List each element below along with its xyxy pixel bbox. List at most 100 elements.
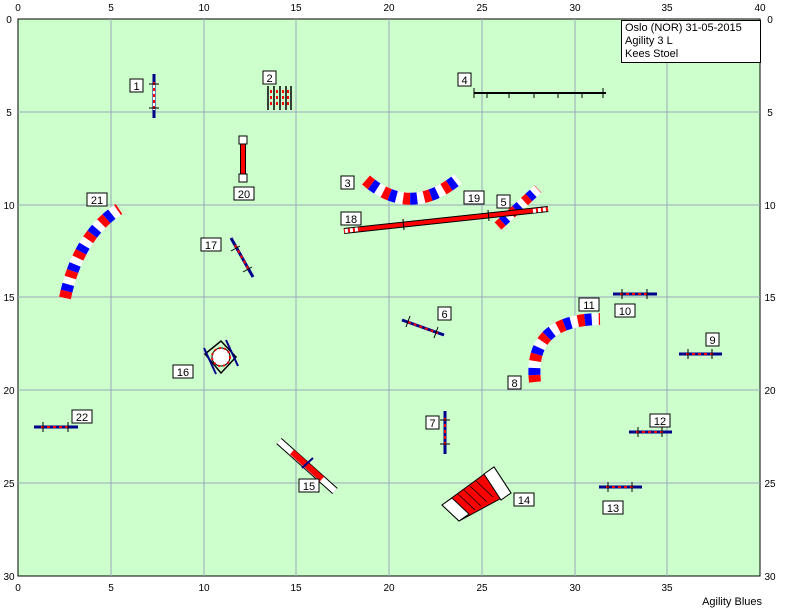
x-tick: 5 bbox=[108, 583, 114, 594]
x-tick: 15 bbox=[290, 3, 302, 14]
label-13-text: 13 bbox=[607, 503, 619, 515]
obstacle-22-jump bbox=[34, 422, 78, 432]
label-2: 2 bbox=[262, 70, 277, 85]
label-18: 18 bbox=[340, 211, 362, 226]
label-3: 3 bbox=[340, 175, 355, 190]
y-tick: 15 bbox=[764, 293, 776, 304]
label-14-text: 14 bbox=[518, 495, 530, 507]
obstacle-1-jump bbox=[149, 74, 159, 118]
x-tick: 35 bbox=[661, 3, 673, 14]
label-5: 5 bbox=[496, 194, 511, 209]
obstacle-16-tyre bbox=[203, 339, 239, 375]
label-2-text: 2 bbox=[266, 73, 272, 85]
label-21-text: 21 bbox=[91, 195, 103, 207]
course-judge: Kees Stoel bbox=[625, 48, 679, 60]
obstacle-4-dogwalk bbox=[473, 88, 606, 98]
obstacle-8-11-tunnel bbox=[528, 313, 601, 383]
label-7-text: 7 bbox=[429, 418, 435, 430]
label-6-text: 6 bbox=[441, 309, 447, 321]
label-9-text: 9 bbox=[709, 335, 715, 347]
obstacle-9-jump bbox=[679, 349, 722, 359]
course-class: Agility 3 L bbox=[625, 35, 673, 47]
y-tick: 5 bbox=[6, 108, 12, 119]
label-17-text: 17 bbox=[205, 240, 217, 252]
label-20-text: 20 bbox=[238, 189, 250, 201]
obstacle-21-tunnel bbox=[59, 203, 123, 300]
y-tick: 5 bbox=[767, 108, 773, 119]
x-axis-bottom: 0 5 10 15 20 25 30 35 bbox=[15, 583, 673, 594]
obstacle-6-jump bbox=[401, 315, 445, 339]
x-tick: 20 bbox=[383, 3, 395, 14]
x-tick: 10 bbox=[198, 583, 210, 594]
obstacle-18-19-dogwalk bbox=[343, 206, 549, 234]
obstacle-3-tunnel bbox=[362, 174, 462, 205]
grid bbox=[18, 19, 760, 576]
label-1: 1 bbox=[129, 78, 144, 93]
y-tick: 30 bbox=[3, 572, 15, 583]
label-11-text: 11 bbox=[583, 300, 594, 312]
label-16-text: 16 bbox=[177, 367, 189, 379]
x-tick: 15 bbox=[290, 583, 302, 594]
y-tick: 30 bbox=[764, 572, 776, 583]
obstacle-14-aframe bbox=[441, 466, 512, 522]
label-13: 13 bbox=[602, 500, 624, 515]
label-19: 19 bbox=[463, 190, 485, 205]
label-10: 10 bbox=[614, 303, 636, 318]
footer-brand: Agility Blues bbox=[702, 596, 762, 608]
course-info-box: Oslo (NOR) 31-05-2015 Agility 3 L Kees S… bbox=[621, 20, 761, 63]
label-15: 15 bbox=[298, 478, 320, 493]
obstacle-2-wall bbox=[267, 86, 292, 110]
course-location: Oslo (NOR) 31-05-2015 bbox=[625, 22, 742, 34]
label-5-text: 5 bbox=[500, 197, 506, 209]
label-12: 12 bbox=[649, 413, 671, 428]
label-6: 6 bbox=[437, 306, 452, 321]
label-17: 17 bbox=[200, 237, 222, 252]
x-tick: 40 bbox=[754, 3, 766, 14]
obstacle-13-jump bbox=[599, 482, 642, 492]
y-tick: 15 bbox=[3, 293, 15, 304]
x-tick: 30 bbox=[569, 3, 581, 14]
label-15-text: 15 bbox=[303, 481, 315, 493]
label-19-text: 19 bbox=[468, 193, 480, 205]
x-tick: 20 bbox=[383, 583, 395, 594]
label-8-text: 8 bbox=[511, 378, 517, 390]
obstacle-10-jump bbox=[613, 289, 657, 299]
label-18-text: 18 bbox=[345, 214, 357, 226]
x-axis-top: 0 5 10 15 20 25 30 35 40 bbox=[15, 3, 766, 14]
y-tick: 20 bbox=[764, 386, 776, 397]
x-tick: 0 bbox=[15, 3, 21, 14]
label-4-text: 4 bbox=[461, 75, 467, 87]
x-tick: 35 bbox=[661, 583, 673, 594]
obstacle-7-jump bbox=[440, 411, 450, 454]
label-21: 21 bbox=[86, 192, 108, 207]
x-tick: 30 bbox=[569, 583, 581, 594]
y-tick: 25 bbox=[764, 479, 776, 490]
y-tick: 25 bbox=[3, 479, 15, 490]
y-tick: 0 bbox=[767, 15, 773, 26]
obstacle-12-jump bbox=[629, 427, 672, 437]
label-4: 4 bbox=[457, 72, 472, 87]
label-10-text: 10 bbox=[619, 306, 631, 318]
label-8: 8 bbox=[507, 375, 522, 390]
y-tick: 0 bbox=[6, 15, 12, 26]
label-11: 11 bbox=[578, 297, 600, 312]
label-20: 20 bbox=[233, 186, 255, 201]
label-14: 14 bbox=[513, 492, 535, 507]
label-16: 16 bbox=[172, 364, 194, 379]
obstacle-20-weave bbox=[238, 135, 248, 183]
x-tick: 5 bbox=[108, 3, 114, 14]
x-tick: 10 bbox=[198, 3, 210, 14]
label-9: 9 bbox=[705, 332, 720, 347]
y-tick: 20 bbox=[3, 386, 15, 397]
y-tick: 10 bbox=[3, 201, 15, 212]
x-tick: 25 bbox=[476, 583, 488, 594]
y-axis-right: 0 5 10 15 20 25 30 bbox=[764, 15, 776, 583]
label-3-text: 3 bbox=[344, 178, 350, 190]
label-7: 7 bbox=[425, 415, 440, 430]
obstacle-5-tunnel bbox=[494, 185, 542, 230]
obstacle-15-seesaw bbox=[276, 438, 338, 494]
x-tick: 0 bbox=[15, 583, 21, 594]
label-1-text: 1 bbox=[133, 81, 139, 93]
label-22-text: 22 bbox=[76, 412, 88, 424]
